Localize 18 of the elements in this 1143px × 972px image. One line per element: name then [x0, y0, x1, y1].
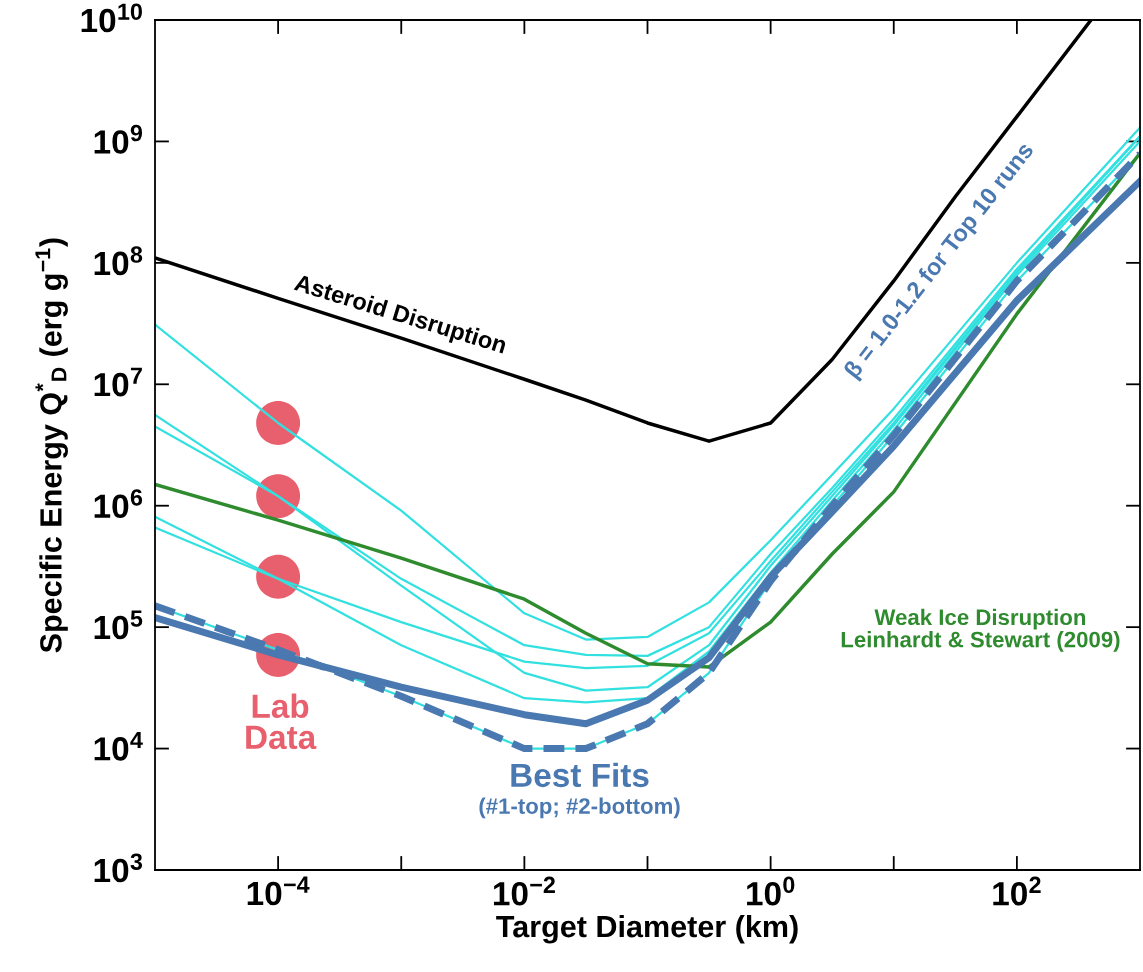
- annotation: Best Fits: [511, 762, 649, 788]
- x-tick-label: 10$^{−4}$: [247, 876, 310, 906]
- y-tick-label: 10$^{6}$: [94, 489, 143, 519]
- y-tick-label: 10$^{7}$: [94, 367, 142, 397]
- y-tick-label: 10$^{5}$: [94, 610, 143, 640]
- annotation: (#1-top; #2-bottom): [479, 797, 680, 819]
- y-axis-title: Specific Energy Q$^{*}$$_{D}$ (erg g$^{−1}$): [35, 238, 68, 653]
- y-tick-label: 10$^{9}$: [94, 124, 143, 154]
- x-tick-label: 10$^{−2}$: [493, 876, 555, 906]
- x-tick-label: 10$^{0}$: [747, 876, 795, 906]
- x-axis-title: Target Diameter (km): [496, 914, 798, 944]
- annotation: Weak Ice Disruption Leinhardt & Stewart (2009): [841, 608, 1120, 652]
- annotation: Lab Data: [246, 693, 317, 750]
- y-tick-label: 10$^{3}$: [94, 853, 143, 883]
- y-tick-label: 10$^{8}$: [94, 246, 143, 276]
- y-tick-label: 10$^{10}$: [81, 3, 142, 33]
- x-tick-label: 10$^{2}$: [993, 876, 1041, 906]
- y-tick-label: 10$^{4}$: [94, 731, 143, 761]
